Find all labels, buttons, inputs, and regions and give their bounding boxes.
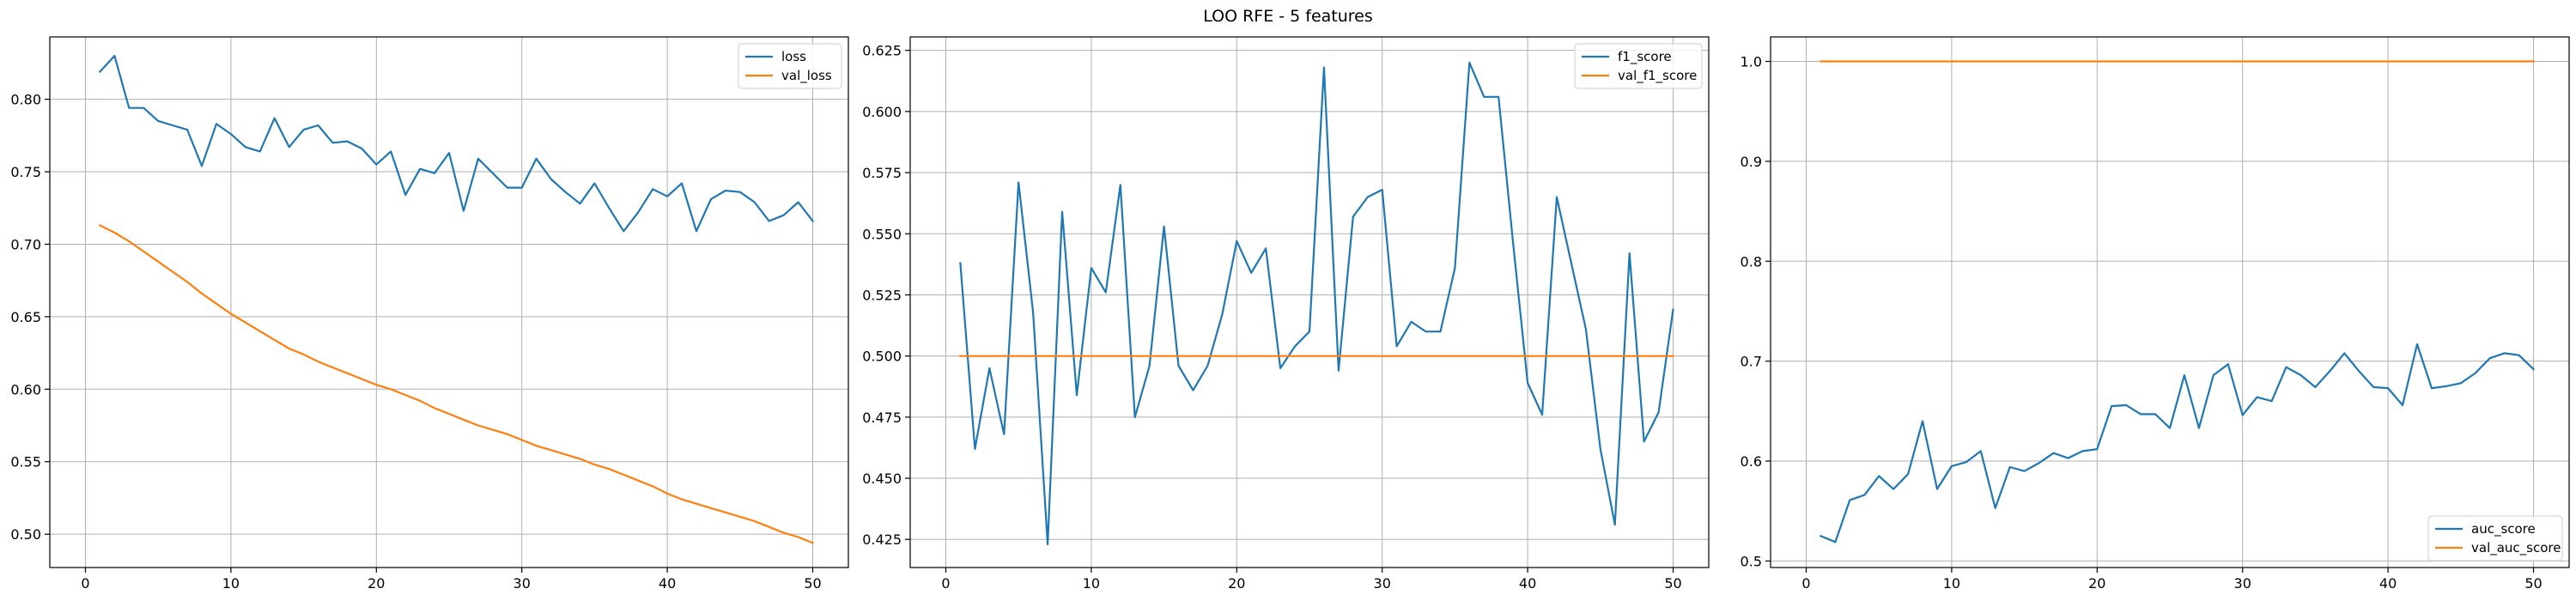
x-tick-label: 30 <box>2234 575 2251 592</box>
x-tick-label: 0 <box>941 575 950 592</box>
y-tick-label: 0.50 <box>10 526 41 543</box>
y-tick-label: 0.625 <box>862 43 902 59</box>
x-tick-label: 30 <box>513 575 531 592</box>
legend-label: val_f1_score <box>1618 68 1697 84</box>
legend-label: val_auc_score <box>2471 540 2561 556</box>
y-tick-label: 0.525 <box>862 287 902 303</box>
legend-label: loss <box>781 49 806 64</box>
legend: f1_score val_f1_score <box>1574 43 1703 89</box>
x-tick-label: 20 <box>1228 575 1245 592</box>
y-tick-label: 0.8 <box>1741 253 1762 270</box>
y-tick-label: 0.7 <box>1741 354 1762 370</box>
x-tick-label: 50 <box>1664 575 1681 592</box>
y-tick-label: 0.500 <box>862 349 902 365</box>
y-tick-label: 0.65 <box>10 309 41 325</box>
axes-frame <box>49 36 849 568</box>
axes-frame <box>909 36 1710 568</box>
x-tick-label: 10 <box>1083 575 1100 592</box>
legend-box <box>738 43 842 89</box>
legend: loss val_loss <box>738 43 842 89</box>
y-tick-label: 0.9 <box>1741 154 1762 170</box>
y-tick-label: 0.575 <box>862 165 902 181</box>
y-tick-label: 0.70 <box>10 236 41 252</box>
y-tick-label: 0.600 <box>862 104 902 120</box>
x-tick-label: 50 <box>2524 575 2542 592</box>
legend-box <box>1574 43 1703 89</box>
y-tick-label: 0.6 <box>1741 453 1762 470</box>
series-line-val_loss <box>98 224 814 544</box>
x-tick-label: 0 <box>81 575 89 592</box>
x-tick-label: 10 <box>1943 575 1960 592</box>
x-tick-label: 0 <box>1801 575 1810 592</box>
y-tick-label: 0.55 <box>10 454 41 470</box>
axes-frame <box>1770 36 2570 568</box>
x-tick-label: 30 <box>1374 575 1391 592</box>
x-tick-label: 40 <box>1519 575 1536 592</box>
y-tick-label: 0.75 <box>10 164 41 180</box>
x-tick-label: 20 <box>368 575 385 592</box>
series-line-f1_score <box>959 61 1674 546</box>
legend-box <box>2427 515 2563 562</box>
subplot-2: 0 10 20 30 40 50 0.425 0.450 0.475 0.500 0.525 0.55… <box>862 36 1710 592</box>
y-tick-label: 0.5 <box>1741 553 1762 569</box>
y-tick-label: 0.475 <box>862 410 902 426</box>
series-line-loss <box>98 54 815 233</box>
legend-label: val_loss <box>781 68 832 84</box>
x-tick-label: 20 <box>2088 575 2105 592</box>
figure-title: LOO RFE - 5 features <box>1203 7 1373 26</box>
y-tick-label: 1.0 <box>1741 54 1762 70</box>
x-tick-label: 40 <box>659 575 676 592</box>
y-tick-label: 0.60 <box>10 381 41 398</box>
x-tick-label: 40 <box>2379 575 2397 592</box>
y-tick-label: 0.450 <box>862 470 902 487</box>
y-tick-label: 0.550 <box>862 226 902 242</box>
legend-label: f1_score <box>1618 49 1672 65</box>
subplot-1: 0 10 20 30 40 50 0.50 0.55 0.60 0.65 0.70 0.75 0.80 l… <box>10 36 849 592</box>
y-tick-label: 0.80 <box>10 92 41 108</box>
series-line-auc_score <box>1819 343 2536 543</box>
legend-label: auc_score <box>2471 521 2536 537</box>
x-tick-label: 10 <box>222 575 240 592</box>
subplot-3: 0 10 20 30 40 50 0.5 0.6 0.7 0.8 0.9 1.0 auc_scoreva… <box>1741 36 2570 592</box>
x-tick-label: 50 <box>804 575 821 592</box>
y-tick-label: 0.425 <box>862 531 902 548</box>
legend: auc_score val_auc_score <box>2427 515 2563 562</box>
